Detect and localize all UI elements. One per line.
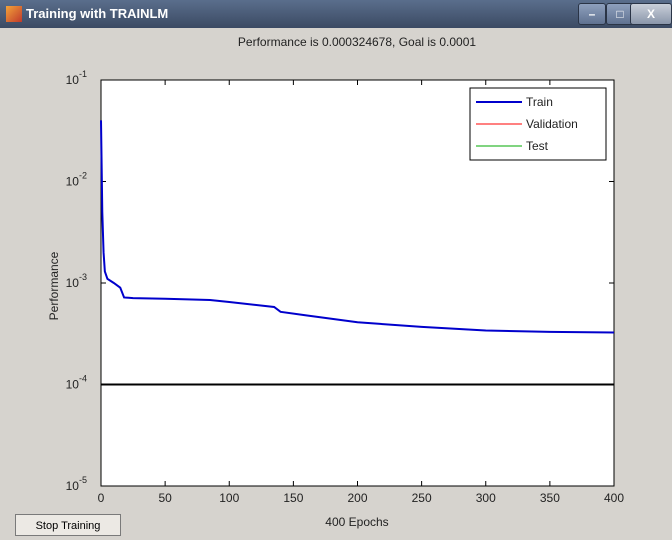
x-tick-label: 150 (283, 491, 303, 505)
stop-training-button[interactable]: Stop Training (15, 514, 121, 536)
legend-label: Validation (526, 117, 578, 131)
close-button[interactable]: X (630, 3, 672, 25)
x-tick-label: 0 (98, 491, 105, 505)
y-tick-label: 10-1 (66, 69, 87, 87)
title-bar: Training with TRAINLM – □ X (0, 0, 672, 28)
chart: Performance is 0.000324678, Goal is 0.00… (47, 35, 624, 529)
x-tick-label: 250 (412, 491, 432, 505)
x-tick-label: 100 (219, 491, 239, 505)
legend-label: Train (526, 95, 553, 109)
y-tick-label: 10-3 (66, 272, 87, 290)
y-tick-label: 10-4 (66, 374, 87, 392)
y-axis-label: Performance (47, 251, 61, 320)
window-title: Training with TRAINLM (26, 6, 169, 21)
chart-title: Performance is 0.000324678, Goal is 0.00… (238, 35, 476, 49)
x-axis-label: 400 Epochs (325, 515, 388, 529)
x-tick-label: 350 (540, 491, 560, 505)
x-tick-label: 50 (158, 491, 172, 505)
legend-label: Test (526, 139, 549, 153)
y-tick-label: 10-2 (66, 171, 87, 189)
x-tick-label: 300 (476, 491, 496, 505)
y-tick-label: 10-5 (66, 475, 87, 493)
series-line (100, 120, 615, 334)
minimize-button[interactable]: – (578, 3, 606, 25)
x-tick-label: 200 (347, 491, 367, 505)
app-icon (6, 6, 22, 22)
x-tick-label: 400 (604, 491, 624, 505)
